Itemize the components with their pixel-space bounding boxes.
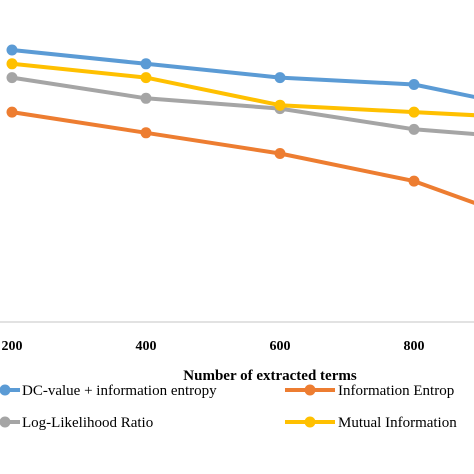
data-point (274, 99, 286, 111)
data-point (140, 72, 152, 84)
legend-label: DC-value + information entropy (22, 383, 217, 399)
legend-swatch-marker (0, 416, 11, 428)
legend-swatch-marker (304, 416, 316, 428)
x-tick-label: 200 (2, 339, 23, 354)
series-3 (6, 58, 474, 118)
data-point (408, 123, 420, 135)
x-axis-title: Number of extracted terms (183, 368, 357, 384)
legend-item: Log-Likelihood Ratio (0, 415, 153, 431)
legend-label: Information Entrop (338, 383, 454, 399)
series-line (11, 48, 474, 99)
x-tick-label: 600 (270, 339, 291, 354)
data-point (6, 58, 18, 70)
data-point (408, 79, 420, 90)
x-tick-label: 800 (404, 339, 425, 354)
series-layer (6, 44, 474, 205)
data-point (408, 106, 420, 118)
series-line (11, 75, 474, 136)
legend: DC-value + information entropy Informatio… (0, 383, 457, 431)
data-point (6, 44, 18, 56)
data-point (140, 92, 152, 104)
series-0 (6, 44, 474, 99)
data-point (274, 148, 286, 159)
data-point (140, 127, 152, 139)
x-tick-label: 400 (136, 339, 157, 354)
legend-swatch-marker (0, 384, 11, 396)
data-point (6, 106, 18, 118)
legend-swatch-marker (304, 384, 316, 396)
data-point (140, 58, 152, 70)
data-point (408, 175, 420, 187)
legend-item: Mutual Information (285, 415, 457, 431)
series-1 (6, 106, 474, 205)
legend-item: DC-value + information entropy (0, 383, 217, 399)
legend-label: Mutual Information (338, 415, 457, 431)
x-tick-labels: 200 400 600 800 (2, 339, 425, 354)
data-point (6, 72, 18, 84)
data-point (274, 72, 286, 84)
legend-label: Log-Likelihood Ratio (22, 415, 153, 431)
legend-item: Information Entrop (285, 383, 454, 399)
